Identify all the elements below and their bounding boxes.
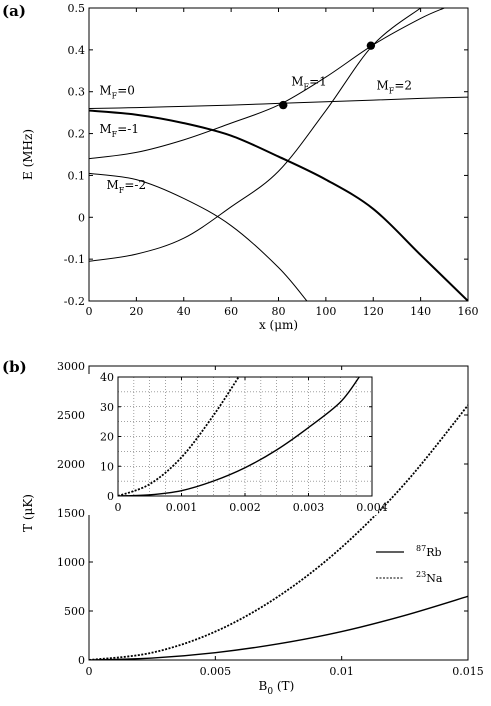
panel-a-y-tick-label: 0.5 — [68, 2, 86, 15]
panel-a-y-tick-label: 0.1 — [68, 169, 86, 182]
inset-curve-23na — [118, 377, 240, 496]
inset-x-tick-label: 0.001 — [166, 501, 198, 514]
panel-a-x-tick-label: 140 — [410, 305, 431, 318]
panel-b-y-tick-label: 500 — [64, 605, 85, 618]
inset-x-tick-label: 0.003 — [293, 501, 325, 514]
curve-label-sub: F — [389, 87, 395, 96]
panel-a-y-tick-label: 0.4 — [68, 44, 86, 57]
panel-a-plot-frame — [88, 7, 469, 302]
curve-label-sub: F — [119, 186, 125, 195]
curve-label-main: M — [291, 74, 303, 88]
panel-a-x-tick-label: 100 — [315, 305, 336, 318]
panel-b-x-tick-label: 0.01 — [329, 665, 354, 678]
panel-a-x-tick-label: 60 — [224, 305, 238, 318]
curve-m-f-2 — [89, 172, 308, 301]
inset-curve-87rb — [118, 377, 360, 496]
curve-label: MF=-2 — [106, 178, 146, 195]
panel-a-x-tick-label: 0 — [86, 305, 93, 318]
panel-a-y-tick-label: 0 — [78, 211, 85, 224]
curve-label-rest: =-2 — [124, 178, 146, 192]
inset-y-tick-label: 40 — [100, 371, 114, 384]
curve-label-main: M — [106, 178, 118, 192]
curve-87rb — [89, 595, 468, 660]
curve-label-main: M — [99, 84, 111, 98]
curve-label-sub: F — [112, 92, 118, 101]
curve-label-rest: =1 — [309, 74, 327, 88]
curve-label-sub: F — [112, 130, 118, 139]
curve-label: MF=2 — [377, 79, 413, 96]
legend-label-sup: 87 — [416, 544, 426, 553]
curve-m-f-0 — [89, 96, 468, 109]
panel-b-x-tick-label: 0.005 — [200, 665, 232, 678]
curve-label-rest: =0 — [117, 84, 135, 98]
panel-a-y-axis-label: E (MHz) — [21, 129, 35, 180]
curve-label-main: M — [99, 122, 111, 136]
inset-y-tick-label: 10 — [100, 460, 114, 473]
panel-b-y-tick-label: 2000 — [57, 458, 85, 471]
inset-plot-frame — [117, 376, 373, 497]
curve-label: MF=1 — [291, 74, 327, 91]
panel-a-x-tick-label: 20 — [129, 305, 143, 318]
panel-a-label: (a) — [2, 2, 26, 20]
inset-x-tick-label: 0 — [115, 501, 122, 514]
curve-label-rest: =2 — [394, 79, 412, 93]
curve-m-f-2 — [89, 8, 421, 262]
panel-b-x-axis-label: B0 (T) — [259, 679, 295, 697]
legend-label-23na: 23Na — [416, 570, 443, 585]
legend-label-base: Rb — [426, 546, 441, 559]
panel-a-x-axis-label: x (μm) — [259, 318, 298, 332]
panel-a-y-tick-label: -0.2 — [64, 295, 85, 308]
panel-b-label: (b) — [2, 358, 27, 376]
curve-label: MF=0 — [99, 84, 135, 101]
panel-a: (a) E (MHz) x (μm) 0 20 40 60 80 100 120 140 160… — [2, 2, 479, 332]
curve-23na — [89, 404, 468, 660]
panel-b-x-axis-label-rest: (T) — [273, 679, 294, 693]
panel-b-x-tick-label: 0.015 — [452, 665, 484, 678]
inset-y-tick-label: 20 — [100, 431, 114, 444]
crossing-point-marker — [279, 100, 288, 110]
panel-a-y-tick-label: 0.2 — [68, 128, 86, 141]
panel-a-x-tick-label: 40 — [177, 305, 191, 318]
legend-label-base: Na — [426, 572, 443, 585]
panel-b-y-tick-label: 1000 — [57, 556, 85, 569]
curve-label-rest: =-1 — [117, 122, 139, 136]
panel-b-y-tick-label: 0 — [78, 654, 85, 667]
panel-b-y-tick-label: 1500 — [57, 507, 85, 520]
panel-b-inset: 0 0.001 0.002 0.003 0.004 0 10 20 30 40 — [88, 371, 388, 515]
panel-b-y-tick-label: 3000 — [57, 360, 85, 373]
curve-label-main: M — [377, 79, 389, 93]
panel-b-y-tick-label: 2500 — [57, 409, 85, 422]
panel-b-y-axis-label: T (μK) — [21, 494, 35, 532]
panel-b-x-tick-label: 0 — [86, 665, 93, 678]
panel-b-x-axis-label-main: B — [259, 679, 268, 693]
legend-label-sup: 23 — [416, 570, 426, 579]
inset-y-tick-label: 0 — [107, 490, 114, 503]
panel-b-x-axis-label-sub: 0 — [267, 687, 273, 697]
panel-b-legend: 87Rb 23Na — [376, 544, 443, 585]
curve-label: MF=-1 — [99, 122, 139, 139]
panel-a-x-tick-label: 80 — [272, 305, 286, 318]
panel-a-x-tick-label: 120 — [363, 305, 384, 318]
panel-b: (b) T (μK) B0 (T) 0 0.005 0.01 0.0150500100… — [2, 358, 484, 697]
inset-x-tick-label: 0.002 — [229, 501, 261, 514]
panel-a-x-tick-label: 160 — [458, 305, 479, 318]
inset-y-tick-label: 30 — [100, 401, 114, 414]
curve-label-sub: F — [304, 82, 310, 91]
curve-m-f-1 — [89, 109, 468, 301]
panel-a-y-tick-label: 0.3 — [68, 86, 86, 99]
legend-label-87rb: 87Rb — [416, 544, 442, 559]
crossing-point-marker — [366, 41, 376, 50]
curve-m-f-1 — [89, 8, 445, 160]
panel-a-y-tick-label: -0.1 — [64, 253, 85, 266]
inset-x-tick-label: 0.004 — [356, 501, 388, 514]
